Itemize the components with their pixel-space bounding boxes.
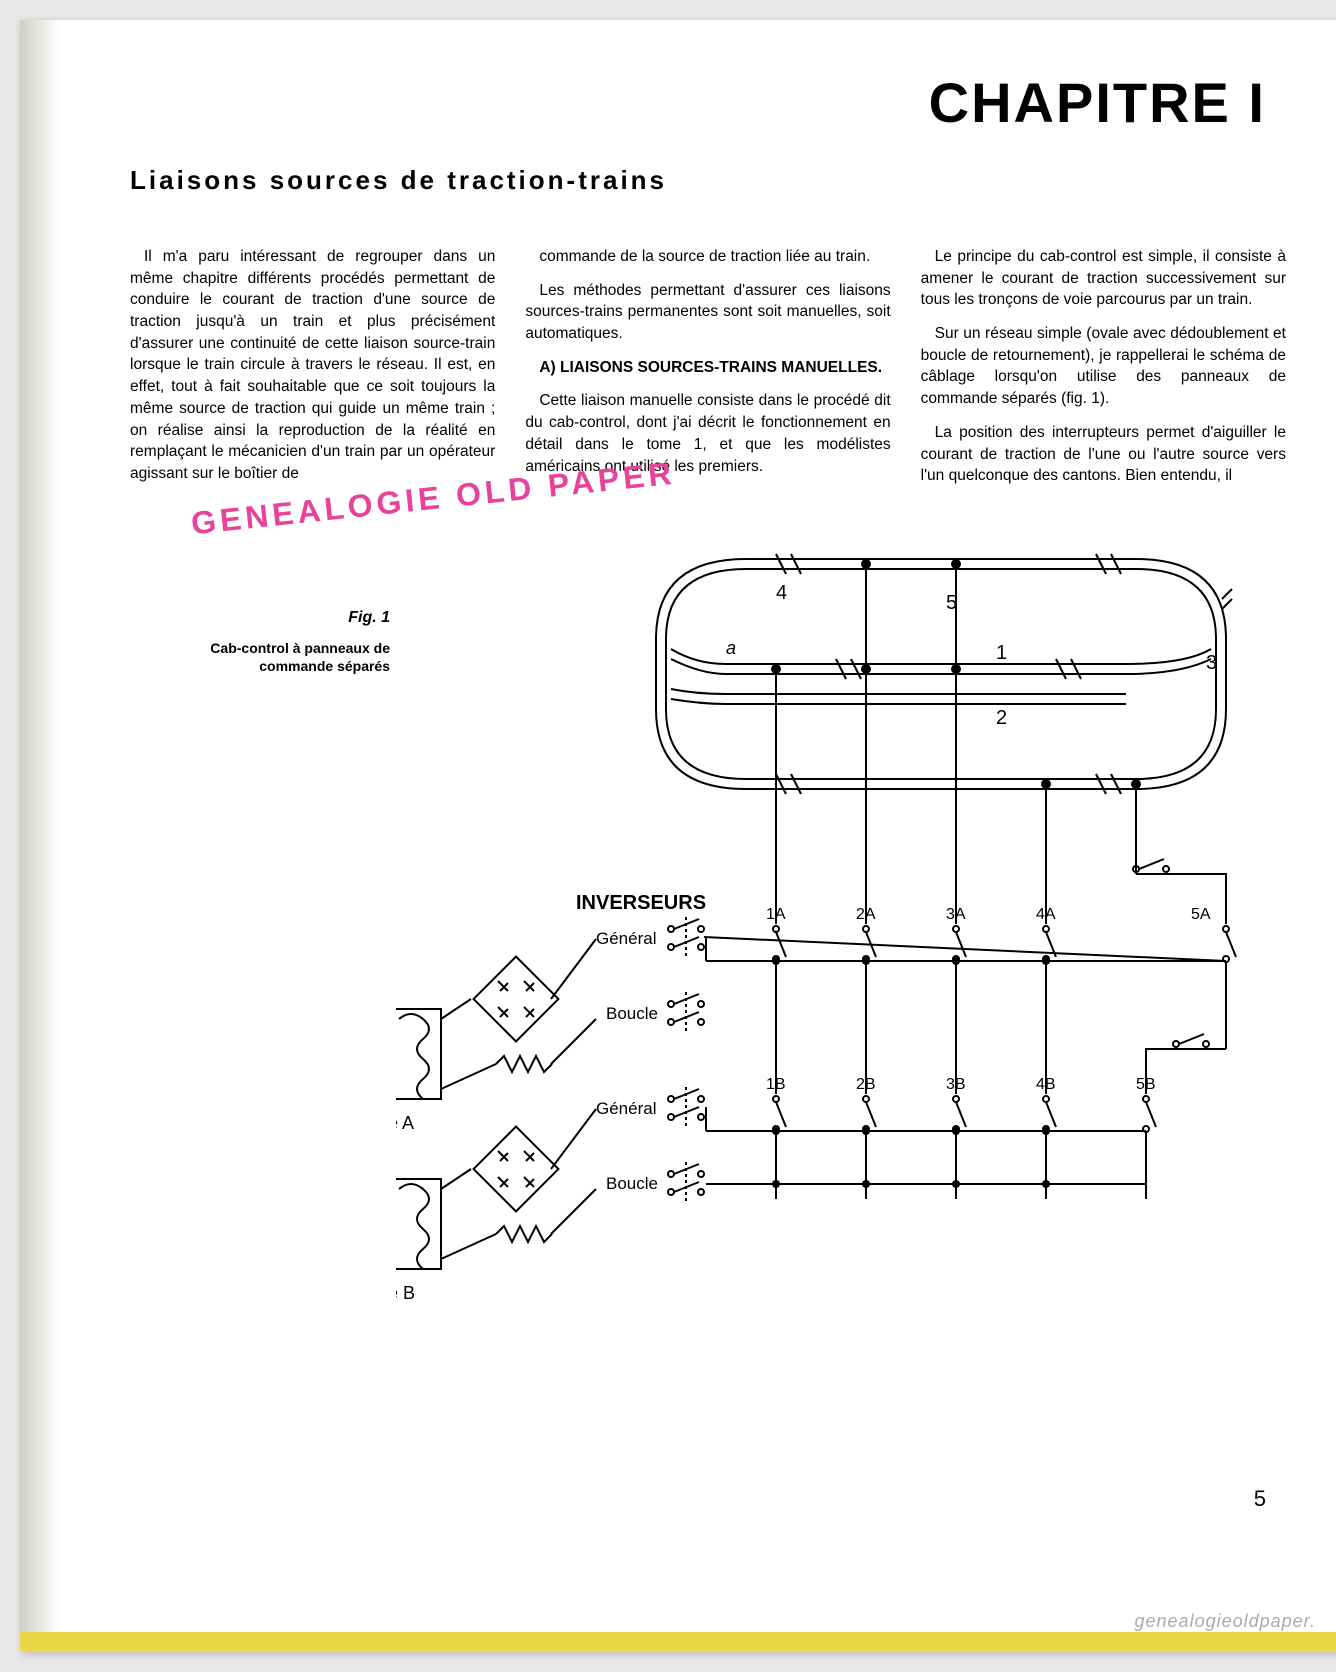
paragraph: Il m'a paru intéressant de regrouper dan… <box>130 246 495 485</box>
figure-caption: Fig. 1 Cab-control à panneaux de command… <box>190 609 390 675</box>
switch-general-a-icon <box>668 917 704 959</box>
transformer-b-icon <box>396 1174 441 1274</box>
general-b-label: Général <box>596 1099 656 1118</box>
transformer-a-icon <box>396 1004 441 1104</box>
column-3: Le principe du cab-control est simple, i… <box>921 246 1286 499</box>
source-a-label: Source A <box>396 1113 414 1133</box>
bridge-rectifier-b-icon <box>474 1126 559 1211</box>
boucle-b-label: Boucle <box>606 1174 658 1193</box>
general-a-label: Général <box>596 929 656 948</box>
track-label-3: 3 <box>1206 652 1217 674</box>
switch-5a-aux-icon <box>1133 859 1169 872</box>
switch-2a-label: 2A <box>856 906 876 923</box>
circuit-schematic: 5 4 3 1 2 a <box>396 529 1246 1309</box>
figure-1: Fig. 1 Cab-control à panneaux de command… <box>130 529 1286 1309</box>
page-binding-shadow <box>20 20 60 1652</box>
resistor-b-icon <box>496 1226 552 1242</box>
switch-row-b: 1B 2B 3B 4B 5B <box>706 961 1226 1199</box>
page-number: 5 <box>1254 1486 1266 1512</box>
paragraph: commande de la source de traction liée a… <box>525 246 890 268</box>
track-label-4: 4 <box>776 582 787 604</box>
figure-number: Fig. 1 <box>190 609 390 627</box>
track-label-1: 1 <box>996 642 1007 664</box>
track-oval <box>656 554 1232 794</box>
bridge-rectifier-a-icon <box>474 956 559 1041</box>
track-label-a: a <box>726 638 736 658</box>
paragraph: La position des interrupteurs permet d'a… <box>921 422 1286 487</box>
footer-watermark: genealogieoldpaper. <box>1135 1611 1316 1632</box>
switch-boucle-b-icon <box>668 1162 704 1204</box>
column-2: commande de la source de traction liée a… <box>525 246 890 499</box>
switch-5b-aux-icon <box>1173 1034 1209 1047</box>
text-columns: Il m'a paru intéressant de regrouper dan… <box>130 246 1286 499</box>
drop-wires <box>772 560 1226 924</box>
switch-4a-label: 4A <box>1036 906 1056 923</box>
source-a-block: Source A <box>396 917 704 1133</box>
source-b-block: Source B Général <box>396 1087 704 1303</box>
column-1: Il m'a paru intéressant de regrouper dan… <box>130 246 495 499</box>
inverseurs-label: INVERSEURS <box>576 892 706 914</box>
switch-3a-label: 3A <box>946 906 966 923</box>
resistor-a-icon <box>496 1056 552 1072</box>
document-page: CHAPITRE I Liaisons sources de traction-… <box>20 20 1336 1652</box>
paragraph: Les méthodes permettant d'assurer ces li… <box>525 280 890 345</box>
source-b-label: Source B <box>396 1283 415 1303</box>
yellow-border <box>20 1632 1336 1652</box>
boucle-a-label: Boucle <box>606 1004 658 1023</box>
switch-boucle-a-icon <box>668 992 704 1034</box>
chapter-title: CHAPITRE I <box>130 70 1266 135</box>
switch-general-b-icon <box>668 1087 704 1129</box>
paragraph: Sur un réseau simple (ovale avec dédoubl… <box>921 323 1286 410</box>
figure-description: Cab-control à panneaux de commande sépar… <box>210 640 390 674</box>
track-label-2: 2 <box>996 707 1007 729</box>
switch-1a-label: 1A <box>766 906 786 923</box>
paragraph: Le principe du cab-control est simple, i… <box>921 246 1286 311</box>
switch-5a-label: 5A <box>1191 906 1211 923</box>
section-heading: A) LIAISONS SOURCES-TRAINS MANUELLES. <box>525 357 890 379</box>
section-subtitle: Liaisons sources de traction-trains <box>130 165 1286 196</box>
